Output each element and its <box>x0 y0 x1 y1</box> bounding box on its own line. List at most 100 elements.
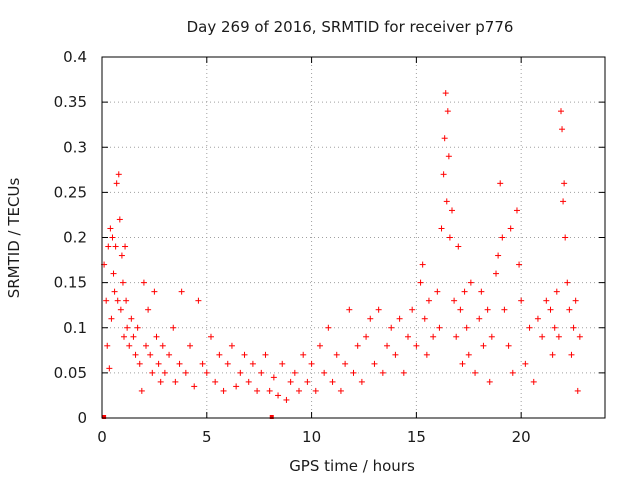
data-point <box>467 279 474 286</box>
data-point <box>312 387 319 394</box>
data-point <box>441 135 448 142</box>
data-point <box>526 324 533 331</box>
data-point <box>434 288 441 295</box>
data-point <box>549 351 556 358</box>
data-point <box>191 383 198 390</box>
data-point <box>463 324 470 331</box>
data-point <box>270 374 277 381</box>
data-point <box>346 306 353 313</box>
data-point <box>570 324 577 331</box>
data-point <box>325 324 332 331</box>
y-tick-label: 0.1 <box>63 319 87 337</box>
data-point <box>140 279 147 286</box>
data-point <box>358 378 365 385</box>
data-point <box>384 342 391 349</box>
data-point <box>132 351 139 358</box>
data-point <box>553 288 560 295</box>
data-point <box>258 369 265 376</box>
data-point <box>233 383 240 390</box>
data-point <box>476 315 483 322</box>
data-point <box>404 333 411 340</box>
data-point <box>333 351 340 358</box>
data-point <box>254 387 261 394</box>
data-point <box>118 252 125 259</box>
data-point <box>249 360 256 367</box>
data-point <box>151 288 158 295</box>
data-point <box>501 306 508 313</box>
data-point <box>516 261 523 268</box>
data-point <box>121 333 128 340</box>
data-point <box>212 378 219 385</box>
data-point <box>461 288 468 295</box>
data-point <box>109 234 116 241</box>
data-point <box>486 378 493 385</box>
y-tick-label: 0.3 <box>63 138 87 156</box>
data-point <box>555 333 562 340</box>
data-point <box>304 378 311 385</box>
data-point <box>509 369 516 376</box>
data-point <box>534 315 541 322</box>
data-point <box>157 378 164 385</box>
data-point <box>484 306 491 313</box>
data-point <box>114 297 121 304</box>
data-point <box>363 333 370 340</box>
data-point <box>106 365 113 372</box>
x-tick-label: 5 <box>202 428 212 446</box>
data-point <box>438 225 445 232</box>
y-tick-label: 0.4 <box>63 48 87 66</box>
data-point <box>440 171 447 178</box>
data-point <box>145 306 152 313</box>
data-point <box>455 243 462 250</box>
data-point <box>103 297 110 304</box>
data-point <box>400 369 407 376</box>
data-point <box>354 342 361 349</box>
data-point <box>459 360 466 367</box>
data-point <box>266 387 273 394</box>
data-point <box>421 315 428 322</box>
data-point <box>445 153 452 160</box>
x-tick-label: 15 <box>407 428 426 446</box>
data-point <box>507 225 514 232</box>
data-point <box>105 243 112 250</box>
data-point <box>337 387 344 394</box>
data-point <box>493 270 500 277</box>
data-point <box>419 261 426 268</box>
x-tick-label: 20 <box>512 428 531 446</box>
data-point <box>308 360 315 367</box>
data-point <box>513 207 520 214</box>
data-point <box>425 297 432 304</box>
data-point <box>559 126 566 133</box>
data-point <box>488 333 495 340</box>
y-tick-label: 0.05 <box>54 364 87 382</box>
y-tick-label: 0.2 <box>63 229 87 247</box>
data-point <box>300 351 307 358</box>
data-point <box>430 333 437 340</box>
data-point <box>207 333 214 340</box>
data-point <box>497 180 504 187</box>
y-axis-label: SRMTID / TECUs <box>5 178 23 299</box>
data-point <box>375 306 382 313</box>
data-point <box>195 297 202 304</box>
data-point <box>443 198 450 205</box>
data-point <box>329 378 336 385</box>
data-point <box>342 360 349 367</box>
data-point <box>451 297 458 304</box>
data-point <box>119 279 126 286</box>
data-point <box>561 180 568 187</box>
data-point <box>572 297 579 304</box>
data-point <box>495 252 502 259</box>
data-point <box>453 333 460 340</box>
chart-title: Day 269 of 2016, SRMTID for receiver p77… <box>187 18 514 36</box>
data-point <box>241 351 248 358</box>
data-point <box>166 351 173 358</box>
data-point <box>449 207 456 214</box>
data-point <box>112 243 119 250</box>
data-point <box>522 360 529 367</box>
data-point <box>446 234 453 241</box>
data-point <box>216 351 223 358</box>
data-point <box>111 288 118 295</box>
data-point <box>199 360 206 367</box>
data-point <box>396 315 403 322</box>
data-point <box>379 369 386 376</box>
data-point <box>138 387 145 394</box>
